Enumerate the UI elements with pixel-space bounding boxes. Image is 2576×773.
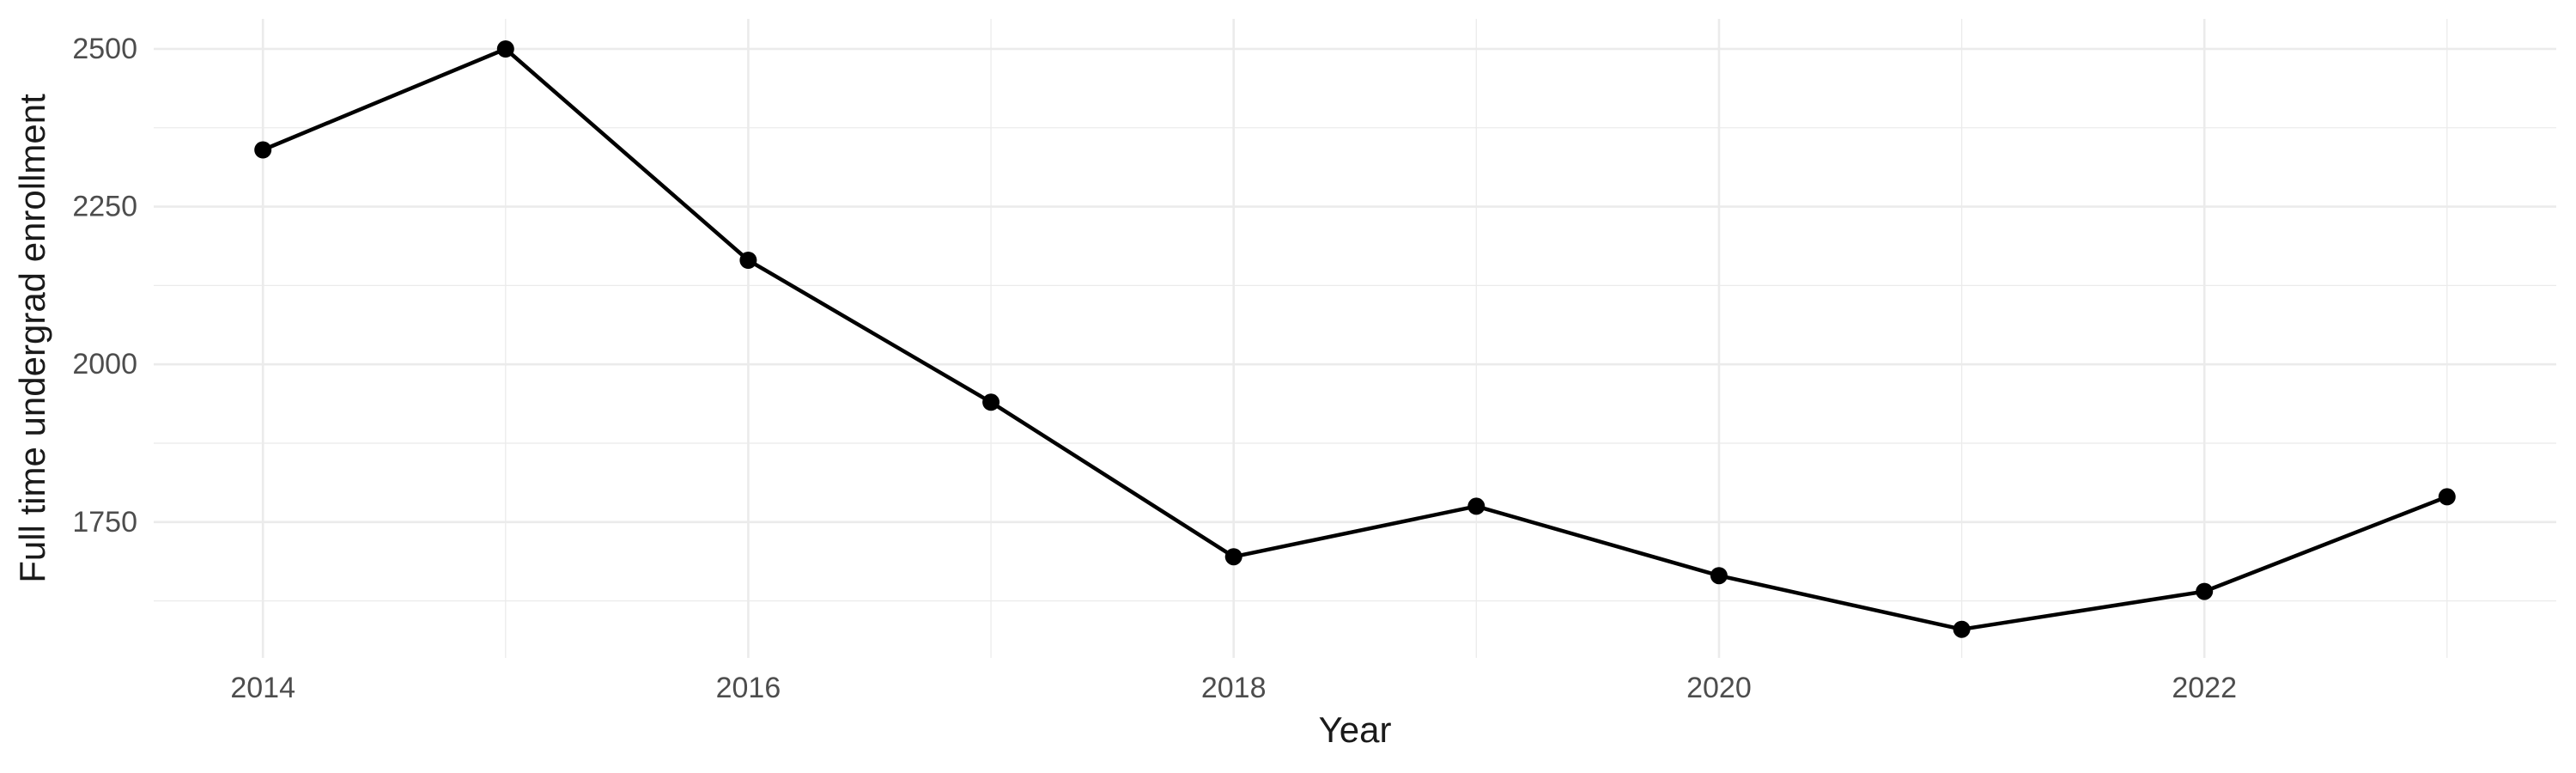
x-tick-label-2014: 2014 (230, 672, 295, 704)
x-tick-label-2016: 2016 (716, 672, 781, 704)
data-point-2022 (2196, 582, 2214, 600)
data-point-2016 (739, 252, 757, 269)
data-point-2023 (2438, 488, 2456, 506)
series-points (254, 40, 2456, 638)
x-tick-label-2020: 2020 (1686, 672, 1752, 704)
y-tick-label-2250: 2250 (72, 191, 137, 223)
x-tick-label-2018: 2018 (1201, 672, 1267, 704)
data-point-2014 (254, 141, 272, 159)
y-axis-tick-labels: 1750 2000 2250 2500 (72, 33, 137, 539)
x-axis-title: Year (1318, 709, 1392, 750)
data-point-2017 (982, 393, 1000, 411)
data-point-2021 (1953, 620, 1971, 638)
y-tick-label-2500: 2500 (72, 33, 137, 65)
x-axis-tick-labels: 2014 2016 2018 2020 2022 (230, 672, 2237, 704)
data-point-2020 (1710, 567, 1728, 585)
y-axis-title: Full time undergrad enrollment (12, 94, 52, 583)
major-gridlines (154, 19, 2556, 658)
data-point-2018 (1224, 548, 1242, 566)
y-tick-label-2000: 2000 (72, 348, 137, 380)
data-point-2015 (496, 40, 514, 58)
x-tick-label-2022: 2022 (2172, 672, 2237, 704)
y-tick-label-1750: 1750 (72, 506, 137, 539)
series-line (260, 46, 2450, 631)
minor-gridlines (154, 19, 2556, 658)
data-point-2019 (1467, 497, 1485, 515)
